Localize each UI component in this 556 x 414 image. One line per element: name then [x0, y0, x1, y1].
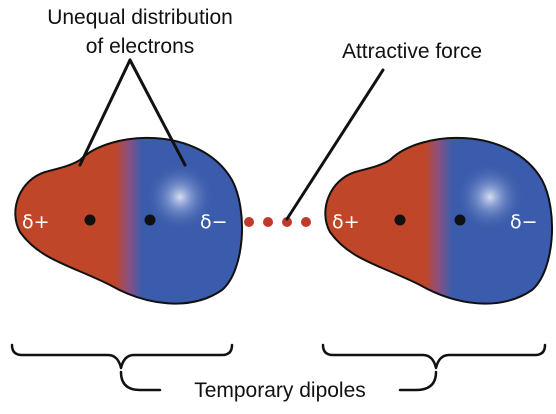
delta-minus-label: δ−: [200, 211, 228, 233]
unequal-distribution-label-line1: Unequal distribution: [47, 6, 233, 29]
attractive-force-dots: [244, 217, 311, 227]
unequal-distribution-label-line2: of electrons: [86, 35, 195, 58]
brace-right: [321, 343, 547, 370]
nucleus-dot: [144, 214, 156, 226]
molecule-left: δ+ δ−: [14, 136, 244, 305]
nucleus-dot: [454, 214, 466, 226]
delta-plus-label: δ+: [332, 211, 360, 233]
delta-minus-label: δ−: [510, 211, 538, 233]
braces: [10, 343, 547, 392]
electron-cloud-glow: [146, 163, 214, 231]
molecule-right: δ+ δ−: [324, 136, 554, 305]
pointer-line-positive: [78, 58, 132, 167]
brace-connector-left: [119, 370, 162, 392]
brace-connector-right: [398, 370, 438, 392]
pointer-line-negative: [128, 58, 187, 167]
attraction-dot: [282, 217, 292, 227]
nucleus-dot: [84, 214, 96, 226]
attractive-force-label: Attractive force: [342, 40, 482, 63]
pointer-line-attraction: [285, 68, 385, 221]
electron-cloud-glow: [456, 163, 524, 231]
delta-plus-label: δ+: [22, 211, 50, 233]
brace-left: [10, 343, 234, 370]
nucleus-dot: [394, 214, 406, 226]
temporary-dipoles-label: Temporary dipoles: [194, 379, 366, 402]
attraction-dot: [244, 217, 254, 227]
attraction-dot: [301, 217, 311, 227]
pointer-lines: [78, 58, 385, 221]
attraction-dot: [263, 217, 273, 227]
